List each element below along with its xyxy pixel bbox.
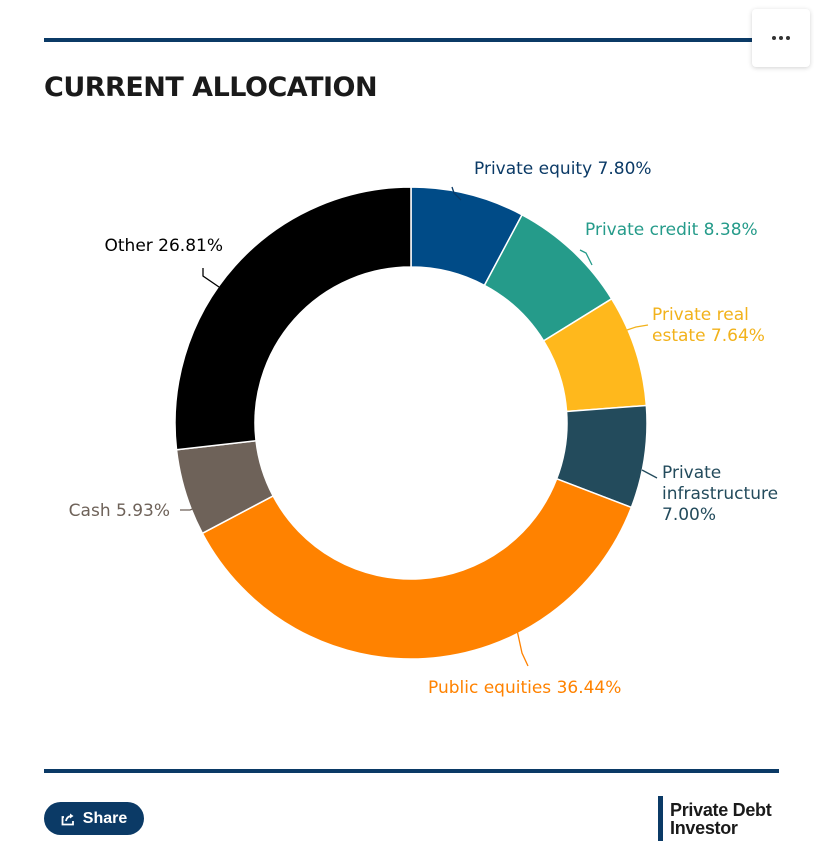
more-options-button[interactable]	[752, 9, 810, 67]
slice-label-line: Private	[662, 463, 721, 483]
slice-label-leader	[451, 186, 462, 201]
slice-label: Private credit 8.38%	[585, 220, 758, 240]
slice-label-line: estate 7.64%	[652, 326, 765, 346]
logo-bar	[658, 796, 663, 841]
slice-label-leader	[516, 629, 529, 667]
share-button-label: Share	[82, 809, 128, 827]
slice-label-leader	[626, 324, 649, 331]
brand-logo: Private Debt Investor	[658, 796, 772, 841]
donut-slice[interactable]	[201, 477, 633, 660]
slice-label: Cash 5.93%	[69, 501, 170, 521]
slice-label-leader	[180, 507, 196, 511]
slice-label-leader	[641, 469, 658, 479]
slice-label-line: Private real	[652, 305, 749, 325]
bottom-divider	[44, 769, 779, 773]
share-button[interactable]: Share	[44, 802, 144, 835]
slice-label-leader	[579, 249, 593, 266]
slice-label: Public equities 36.44%	[428, 678, 621, 698]
slice-label-line: Cash 5.93%	[69, 501, 170, 521]
slice-label: Private equity 7.80%	[474, 159, 652, 179]
brand-line-2: Investor	[670, 817, 738, 838]
slice-label-line: infrastructure	[662, 484, 778, 504]
ellipsis-icon	[772, 36, 790, 40]
slice-label: Private infrastructure 7.00%	[662, 463, 778, 525]
slice-label-leader	[202, 268, 220, 288]
brand-line-1: Private Debt	[670, 799, 772, 820]
top-divider	[44, 38, 779, 42]
chart-title: CURRENT ALLOCATION	[44, 72, 378, 103]
slice-label: Other 26.81%	[105, 236, 224, 256]
slice-label-line: Other 26.81%	[105, 236, 224, 256]
share-icon	[61, 813, 74, 825]
slice-label-line: Private credit 8.38%	[585, 220, 758, 240]
allocation-donut-chart: Private equity 7.80% Private credit 8.38%…	[69, 159, 778, 698]
slice-label-line: Public equities 36.44%	[428, 678, 621, 698]
donut-slice[interactable]	[174, 186, 412, 451]
slice-label-line: Private equity 7.80%	[474, 159, 652, 179]
slice-label-line: 7.00%	[662, 505, 716, 525]
slice-label: Private real estate 7.64%	[652, 305, 765, 346]
